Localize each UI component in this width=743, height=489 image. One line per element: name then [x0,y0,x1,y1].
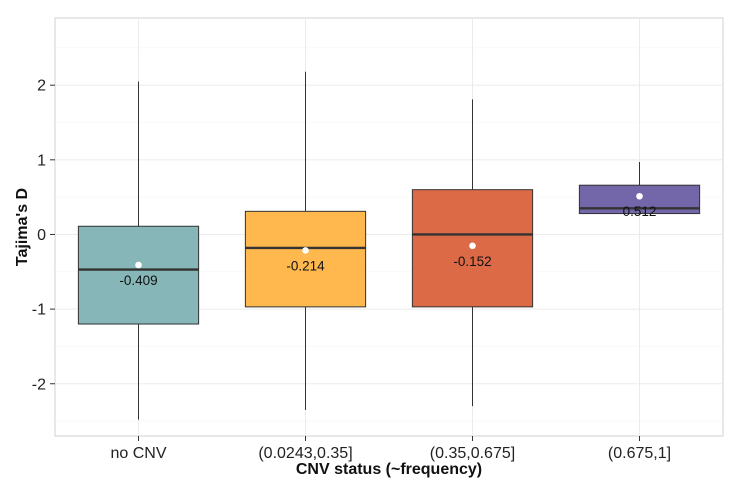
y-tick-label: 1 [37,152,46,169]
x-tick-label: (0.35,0.675] [430,445,515,462]
mean-label: -0.214 [286,258,325,273]
mean-point [302,247,309,254]
axis-layer: -2 -1 0 1 2 no CNV (0.0243,0.35] (0.35,0.675] (0… [32,78,671,462]
x-tick-label: no CNV [110,445,166,462]
box-layer: -0.409 -0.214 -0.152 0.512 [77,71,701,420]
box [411,189,534,308]
mean-label: -0.409 [119,273,157,288]
y-tick-label: 0 [37,227,46,244]
y-tick-label: -1 [32,302,46,319]
x-axis-title: CNV status (~frequency) [296,461,482,478]
mean-label: 0.512 [623,204,657,219]
mean-point [636,192,643,200]
mean-label: -0.152 [453,254,491,269]
mean-point [135,261,142,269]
y-tick-label: 2 [37,78,46,95]
box [244,210,367,308]
box [77,225,200,325]
x-tick-label: (0.0243,0.35] [258,445,352,462]
y-tick-label: -2 [32,376,46,393]
x-tick-label: (0.675,1] [608,445,671,462]
y-axis-title: Tajima's D [14,188,31,266]
mean-point [469,242,476,250]
